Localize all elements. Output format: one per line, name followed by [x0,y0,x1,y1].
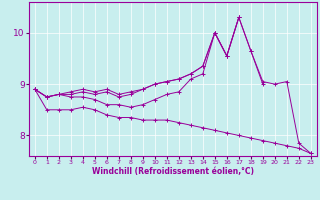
X-axis label: Windchill (Refroidissement éolien,°C): Windchill (Refroidissement éolien,°C) [92,167,254,176]
